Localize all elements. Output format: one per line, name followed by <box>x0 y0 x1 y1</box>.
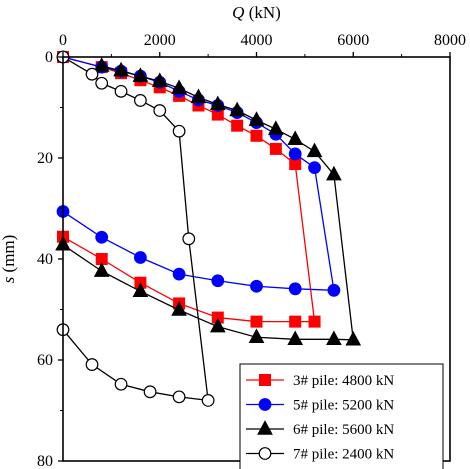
data-point <box>143 385 157 399</box>
data-point <box>231 119 244 132</box>
data-point <box>250 129 263 142</box>
legend-marker <box>257 420 273 435</box>
x-axis-title: Q (kN) <box>232 3 281 22</box>
data-point <box>171 79 187 95</box>
legend-label: 3# pile: 4800 kN <box>293 373 394 389</box>
data-point <box>326 330 342 345</box>
data-point <box>229 101 245 117</box>
data-point <box>289 315 302 328</box>
data-point <box>250 279 263 293</box>
data-point <box>250 315 263 328</box>
legend-item: 5# pile: 5200 kN <box>246 398 394 414</box>
data-point <box>113 61 129 77</box>
data-point <box>211 274 225 288</box>
data-point <box>209 317 226 333</box>
data-point <box>269 142 282 155</box>
data-point <box>248 111 265 126</box>
x-tick-label: 8000 <box>434 32 466 49</box>
data-point <box>288 147 302 161</box>
series-4 <box>56 50 215 407</box>
data-point <box>95 76 109 90</box>
x-axis-unit: (kN) <box>244 3 280 22</box>
x-tick-label: 2000 <box>144 32 176 49</box>
legend-label: 5# pile: 5200 kN <box>293 398 394 414</box>
y-tick-label: 20 <box>37 150 53 167</box>
axis-ticks: 0 2000 4000 6000 8000 0 20 40 60 80 <box>37 32 466 469</box>
data-point <box>345 330 362 346</box>
y-axis-title: s (mm) <box>0 235 18 284</box>
y-axis-variable: s <box>0 276 18 283</box>
data-point <box>268 120 284 135</box>
data-point <box>308 315 321 328</box>
legend: 3# pile: 4800 kN 5# pile: 5200 kN 6# pile:… <box>239 363 444 469</box>
data-point <box>287 130 304 146</box>
series-line <box>62 56 316 323</box>
data-point <box>209 95 226 111</box>
series-line <box>62 65 354 341</box>
legend-item: 6# pile: 5600 kN <box>246 420 394 438</box>
data-point <box>114 84 128 98</box>
data-point <box>327 283 341 297</box>
series-3 <box>55 57 362 346</box>
data-point <box>85 67 99 81</box>
data-point <box>171 301 187 316</box>
y-axis-unit: (mm) <box>0 235 18 277</box>
data-point <box>182 232 196 246</box>
data-point <box>133 94 147 107</box>
x-tick-label: 4000 <box>241 32 273 49</box>
legend-item: 3# pile: 4800 kN <box>246 373 394 389</box>
x-tick-label: 0 <box>59 32 67 49</box>
data-point <box>114 377 128 391</box>
data-point <box>93 262 110 277</box>
data-point <box>326 165 342 181</box>
data-point <box>190 88 207 104</box>
data-point <box>132 67 149 82</box>
legend-marker <box>258 398 272 411</box>
y-tick-label: 60 <box>37 352 53 369</box>
y-tick-label: 40 <box>37 251 53 268</box>
data-point <box>248 328 265 343</box>
y-tick-label: 0 <box>45 49 53 66</box>
data-point <box>151 72 168 87</box>
data-point <box>85 358 99 371</box>
y-tick-label: 80 <box>37 453 53 469</box>
data-point <box>172 124 186 138</box>
data-point <box>287 330 304 345</box>
x-axis-variable: Q <box>232 3 244 22</box>
data-point <box>132 282 149 298</box>
data-point <box>95 230 109 244</box>
data-point <box>93 57 110 72</box>
data-point <box>153 104 167 117</box>
legend-marker <box>258 447 272 460</box>
data-point <box>308 161 321 174</box>
legend-label: 7# pile: 2400 kN <box>293 447 394 463</box>
legend-marker <box>259 374 271 386</box>
data-point <box>133 251 147 264</box>
series-line <box>62 56 209 402</box>
data-point <box>306 142 323 158</box>
legend-label: 6# pile: 5600 kN <box>293 422 394 438</box>
legend-box <box>239 363 444 469</box>
data-point <box>201 394 215 407</box>
plot-area <box>55 50 362 407</box>
data-point <box>288 282 302 296</box>
x-tick-label: 6000 <box>337 32 369 49</box>
legend-item: 7# pile: 2400 kN <box>246 447 394 463</box>
data-point <box>172 267 186 281</box>
data-point <box>172 390 186 404</box>
